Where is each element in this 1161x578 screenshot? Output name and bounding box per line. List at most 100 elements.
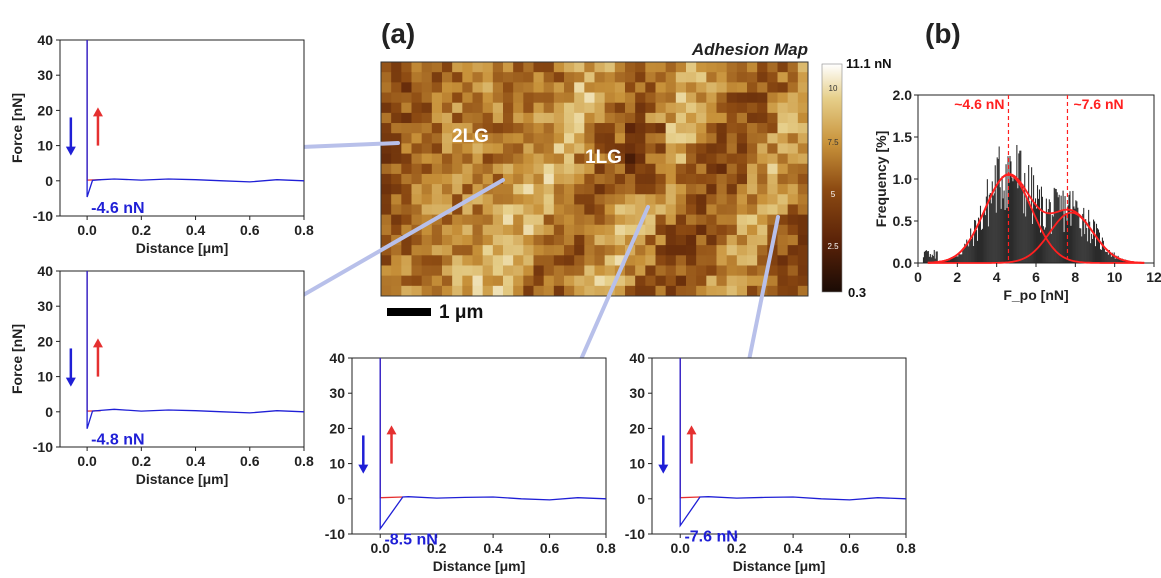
map-pixel — [686, 224, 697, 236]
map-pixel — [747, 72, 758, 83]
map-pixel — [686, 153, 697, 165]
map-pixel — [614, 143, 626, 154]
histogram-bar — [1113, 252, 1115, 263]
approach-arrowhead — [65, 377, 76, 387]
map-pixel — [401, 123, 412, 134]
map-pixel — [594, 275, 606, 287]
map-pixel — [686, 214, 697, 226]
map-pixel — [716, 92, 728, 104]
map-pixel — [747, 285, 758, 297]
map-pixel — [401, 224, 412, 236]
map-pixel — [401, 163, 412, 175]
force-curve-plot: -10 0 10 20 30 40 0.0 0.2 0.4 0.6 0.8 Distance [μm]… — [625, 350, 916, 574]
map-pixel — [686, 265, 697, 277]
histogram-bar — [924, 250, 926, 263]
map-pixel — [594, 143, 606, 154]
map-pixel — [645, 92, 656, 104]
map-pixel — [777, 133, 789, 144]
map-pixel — [503, 102, 514, 114]
histogram-bar — [1116, 258, 1118, 263]
map-pixel — [391, 112, 402, 124]
map-pixel — [421, 82, 433, 93]
map-pixel — [645, 184, 656, 195]
histogram-bar — [1111, 252, 1113, 263]
x-tick-label: 0.2 — [132, 453, 152, 469]
x-tick-label: 6 — [1032, 269, 1040, 285]
map-pixel — [675, 72, 687, 83]
map-pixel — [421, 163, 433, 175]
map-pixel — [696, 194, 707, 205]
map-pixel — [706, 265, 717, 277]
map-pixel — [381, 214, 392, 226]
map-pixel — [442, 265, 453, 277]
map-pixel — [594, 72, 606, 83]
map-pixel — [696, 265, 707, 277]
map-pixel — [716, 82, 728, 93]
map-pixel — [431, 204, 443, 215]
map-pixel — [492, 245, 504, 256]
map-pixel — [533, 163, 545, 175]
y-tick-label: 30 — [329, 385, 345, 401]
map-pixel — [411, 285, 423, 297]
x-tick-label: 0.2 — [427, 540, 447, 556]
map-pixel — [421, 204, 433, 215]
map-pixel — [614, 245, 626, 256]
map-pixel — [716, 265, 728, 277]
map-pixel — [482, 214, 494, 226]
map-pixel — [757, 265, 768, 277]
map-pixel — [543, 173, 555, 185]
map-pixel — [777, 62, 789, 73]
map-pixel — [686, 194, 697, 205]
map-pixel — [726, 82, 738, 93]
map-pixel — [564, 194, 575, 205]
map-pixel — [533, 92, 545, 104]
map-pixel — [492, 143, 504, 154]
histogram-bar — [928, 256, 930, 263]
x-tick-label: 0.2 — [727, 540, 747, 556]
map-pixel — [553, 285, 565, 297]
x-axis-label: F_po [nN] — [1003, 287, 1068, 303]
map-pixel — [645, 224, 656, 236]
map-pixel — [787, 204, 799, 215]
map-pixel — [645, 285, 656, 297]
colorbar — [821, 63, 843, 293]
map-pixel — [452, 72, 463, 83]
map-pixel — [564, 204, 575, 215]
colorbar-tick: 7.5 — [827, 138, 839, 147]
map-pixel — [665, 163, 677, 175]
map-pixel — [513, 143, 524, 154]
map-pixel — [726, 275, 738, 287]
map-pixel — [736, 92, 748, 104]
map-pixel — [665, 72, 677, 83]
map-pixel — [452, 123, 463, 134]
map-pixel — [523, 245, 534, 256]
map-pixel — [472, 133, 484, 144]
histogram-bar — [982, 213, 984, 263]
map-pixel — [492, 123, 504, 134]
histogram-bar — [947, 259, 949, 263]
map-pixel — [655, 275, 667, 287]
map-pixel — [411, 214, 423, 226]
map-pixel — [421, 194, 433, 205]
map-pixel — [421, 184, 433, 195]
map-pixel — [523, 194, 534, 205]
map-pixel — [492, 112, 504, 124]
histogram-bar — [1095, 246, 1097, 263]
map-pixel — [726, 255, 738, 266]
map-pixel — [767, 255, 778, 266]
map-pixel — [726, 112, 738, 124]
map-pixel — [462, 204, 473, 215]
map-pixel — [574, 82, 585, 93]
map-pixel — [472, 102, 484, 114]
map-pixel — [675, 285, 687, 297]
histogram-bar — [973, 246, 975, 263]
map-pixel — [533, 82, 545, 93]
map-pixel — [442, 92, 453, 104]
map-pixel — [736, 204, 748, 215]
histogram-bar — [1001, 176, 1003, 263]
map-pixel — [543, 92, 555, 104]
retract-arrowhead — [386, 425, 397, 435]
map-pixel — [574, 112, 585, 124]
map-pixel — [726, 285, 738, 297]
